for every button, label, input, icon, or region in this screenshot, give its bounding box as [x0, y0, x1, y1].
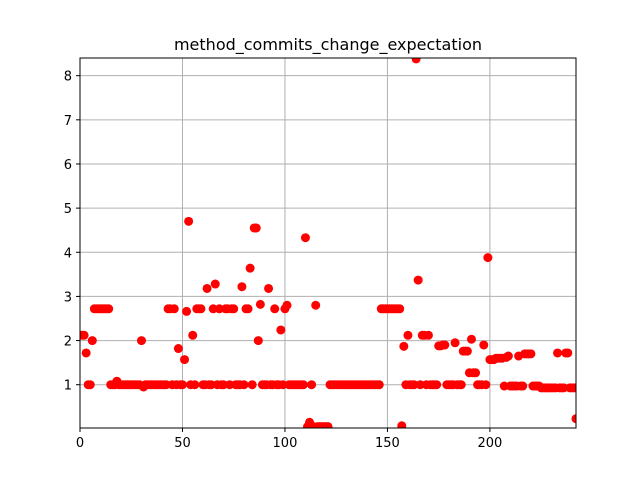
x-tick-label: 0 [76, 436, 84, 451]
data-point [311, 300, 321, 310]
data-point [188, 330, 198, 340]
data-point [87, 336, 97, 346]
data-point [503, 351, 513, 361]
y-axis: 1 2 3 4 5 6 7 8 [64, 70, 80, 394]
data-point [450, 338, 460, 348]
plot-frame [79, 57, 577, 429]
data-point [251, 223, 261, 233]
data-point [323, 422, 333, 428]
data-point [210, 279, 220, 289]
data-point [161, 380, 171, 390]
data-point [202, 283, 212, 293]
data-point [214, 304, 224, 314]
data-point [270, 304, 280, 314]
data-point [411, 58, 421, 64]
data-point [413, 275, 423, 285]
data-point [432, 380, 442, 390]
y-tick-label: 1 [64, 379, 72, 394]
data-point [440, 340, 450, 350]
y-tick-label: 3 [64, 290, 72, 305]
x-tick-label: 100 [273, 436, 298, 451]
data-point [182, 306, 192, 316]
data-point [462, 346, 472, 356]
data-point [196, 304, 206, 314]
x-axis: 0 50 100 150 200 [76, 428, 502, 451]
x-tick-label: 200 [478, 436, 503, 451]
data-point [471, 368, 481, 378]
y-tick-label: 6 [64, 158, 72, 173]
data-point [218, 380, 228, 390]
data-point [264, 283, 274, 293]
data-point [245, 263, 255, 273]
data-point [298, 380, 308, 390]
y-tick-label: 2 [64, 335, 72, 350]
data-point [526, 349, 536, 359]
data-point [423, 330, 433, 340]
data-point [307, 380, 317, 390]
data-point [80, 330, 89, 340]
data-point [243, 304, 253, 314]
y-tick-label: 7 [64, 114, 72, 129]
data-point [85, 380, 95, 390]
data-point [553, 348, 563, 358]
data-point [177, 380, 187, 390]
data-point [479, 340, 489, 350]
data-point [399, 341, 409, 351]
data-point [278, 380, 288, 390]
data-point [136, 336, 146, 346]
data-point [247, 380, 257, 390]
data-point [173, 344, 183, 354]
data-point [300, 233, 310, 243]
data-point [282, 300, 292, 310]
data-points [80, 58, 576, 428]
y-tick-label: 8 [64, 70, 72, 85]
y-tick-label: 5 [64, 202, 72, 217]
data-point [208, 304, 218, 314]
data-point [415, 380, 425, 390]
data-point [481, 380, 491, 390]
data-point [563, 348, 573, 358]
data-point [239, 380, 249, 390]
x-tick-label: 150 [375, 436, 400, 451]
data-point [466, 334, 476, 344]
chart-title: method_commits_change_expectation [174, 35, 482, 55]
data-point [403, 330, 413, 340]
data-point [255, 299, 265, 309]
data-point [190, 380, 200, 390]
data-point [104, 304, 114, 314]
data-point [499, 381, 509, 391]
data-point [229, 304, 239, 314]
data-point [225, 380, 235, 390]
data-point [253, 336, 263, 346]
data-point [374, 380, 384, 390]
data-point [237, 282, 247, 292]
data-point [456, 380, 466, 390]
grid [79, 58, 576, 428]
data-point [397, 421, 407, 428]
data-point [409, 380, 419, 390]
data-point [518, 381, 528, 391]
data-point [571, 414, 576, 424]
data-point [81, 348, 91, 358]
data-point [559, 383, 569, 393]
data-point [206, 380, 216, 390]
data-point [180, 355, 190, 365]
data-point [395, 304, 405, 314]
data-point [169, 304, 179, 314]
data-point [483, 253, 493, 263]
data-point [184, 216, 194, 226]
y-tick-label: 4 [64, 246, 72, 261]
data-point [276, 325, 286, 335]
data-point [569, 383, 576, 393]
x-tick-label: 50 [174, 436, 191, 451]
